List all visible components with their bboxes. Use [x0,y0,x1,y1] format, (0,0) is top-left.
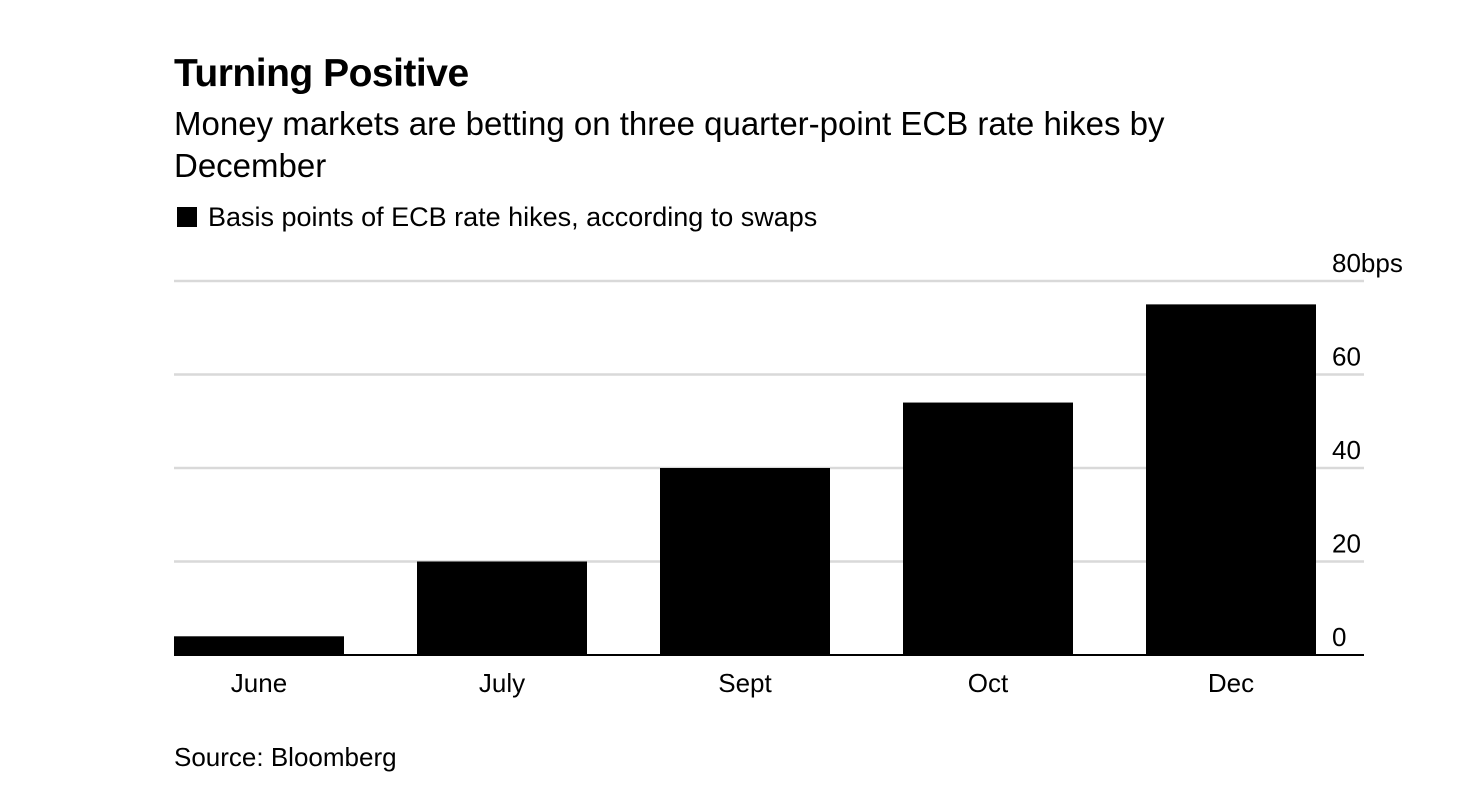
x-tick-label-july: July [479,668,525,698]
bar-july [417,561,587,655]
x-tick-label-june: June [231,668,287,698]
bars [174,304,1316,655]
bar-sept [660,468,830,655]
x-tick-label-sept: Sept [718,668,772,698]
x-tick-label-oct: Oct [968,668,1009,698]
bar-oct [903,402,1073,655]
legend-swatch [177,207,197,227]
y-tick-label-0: 0 [1332,622,1346,652]
axis-labels: 0 20 40 60 80bps June July Sept Oct Dec [231,248,1403,698]
y-tick-label-20: 20 [1332,528,1361,558]
legend-label: Basis points of ECB rate hikes, accordin… [208,202,818,232]
y-tick-label-40: 40 [1332,435,1361,465]
chart-title: Turning Positive [174,52,469,95]
bar-june [174,636,344,655]
y-tick-label-80: 80bps [1332,248,1403,278]
source-note: Source: Bloomberg [174,742,397,772]
chart-legend: Basis points of ECB rate hikes, accordin… [177,199,817,235]
chart-subtitle: Money markets are betting on three quart… [174,105,1165,184]
bar-dec [1146,304,1316,655]
x-tick-label-dec: Dec [1208,668,1254,698]
y-tick-label-60: 60 [1332,341,1361,371]
